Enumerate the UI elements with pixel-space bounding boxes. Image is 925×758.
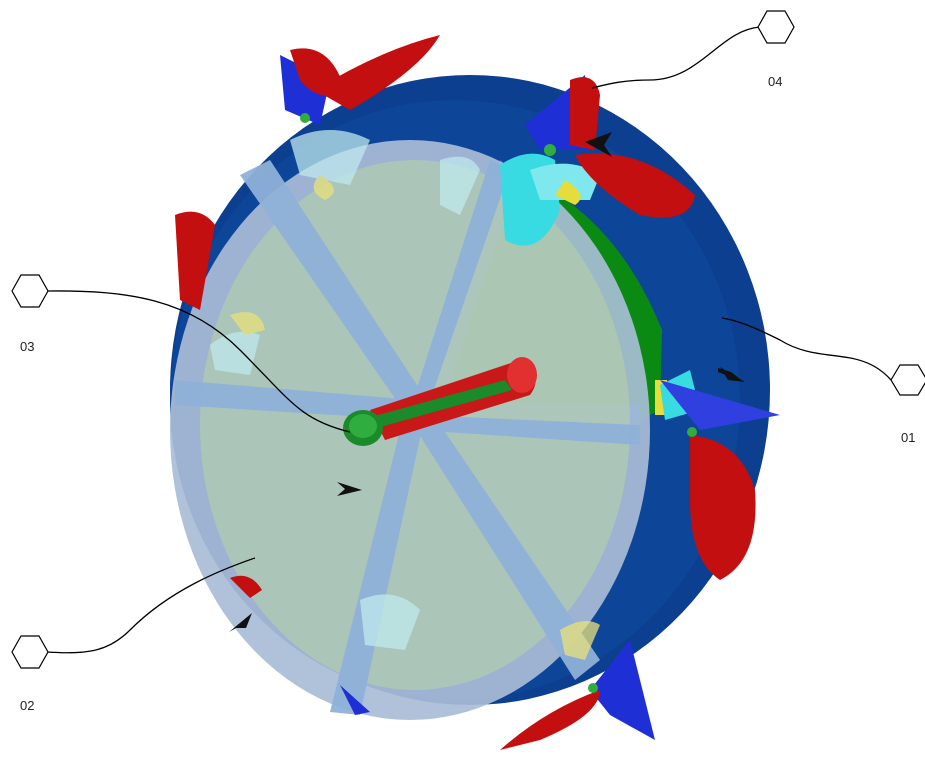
leader-line-01 [721,317,892,381]
latch-top [500,153,600,246]
leader-line-04 [591,26,761,89]
blade-top-left [280,35,440,125]
rotation-arrows [229,132,745,632]
leader-line-03 [47,290,351,433]
cover-spokes [175,160,640,715]
callout-04: 04 [757,10,795,89]
callout-label-02: 02 [20,698,34,713]
arrow-icon [585,132,612,157]
leader-line-02 [47,557,256,654]
leader-lines [47,26,892,654]
blade-right [660,380,780,580]
blade-left [175,211,215,310]
hexagon-icon [757,10,795,44]
callout-label-03: 03 [20,339,34,354]
blade-top-right [525,75,695,218]
callout-02: 02 [11,635,49,713]
arrow-icon [720,367,745,382]
callout-label-04: 04 [768,74,782,89]
front-cover [170,130,650,720]
callout-label-01: 01 [901,430,915,445]
arrow-icon [229,613,252,632]
callout-01: 01 [890,364,925,445]
blade-bottom-right [500,640,655,750]
shaft-assembly [343,357,537,446]
hexagon-icon [11,635,49,669]
hexagon-icon [11,274,49,308]
ghost-parts [210,130,600,660]
arrow-icon [337,482,362,496]
hexagon-icon [890,364,925,396]
callout-03: 03 [11,274,49,354]
blade-bottom-left [230,575,370,715]
